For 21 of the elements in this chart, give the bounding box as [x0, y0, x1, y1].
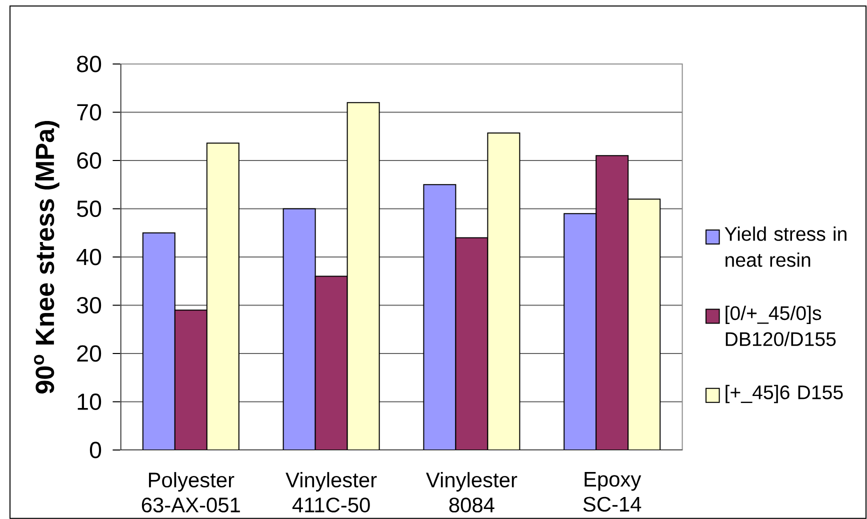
y-tick-label: 0: [90, 442, 102, 458]
y-tick-label: 30: [76, 296, 102, 314]
bar: [596, 155, 629, 450]
bar: [174, 310, 207, 450]
y-tick-label: 50: [76, 200, 102, 218]
legend-label: [0/+_45/0]s DB120/D155: [726, 306, 836, 346]
x-tick-label: Vinylester 411C-50: [286, 472, 377, 512]
y-tick-label: 80: [77, 56, 102, 72]
y-tick-label: 60: [77, 152, 102, 169]
y-tick-label: 70: [77, 104, 102, 121]
bar: [456, 238, 488, 450]
y-axis-title: 90$^{o}$ Knee stress (MPa): [34, 120, 60, 394]
y-tick-label: 40: [76, 248, 102, 266]
x-tick-label: Vinylester 8084: [426, 472, 518, 512]
legend-label: Yield stress in neat resin: [724, 226, 846, 267]
x-tick-label: Epoxy SC-14: [583, 472, 642, 512]
y-tick-label: 10: [78, 393, 102, 410]
x-tick-label: Polyester 63-AX-051: [142, 472, 240, 512]
bar: [315, 276, 348, 450]
legend-label: [+_45]6 D155: [726, 384, 843, 404]
y-tick-label: 20: [77, 345, 102, 362]
